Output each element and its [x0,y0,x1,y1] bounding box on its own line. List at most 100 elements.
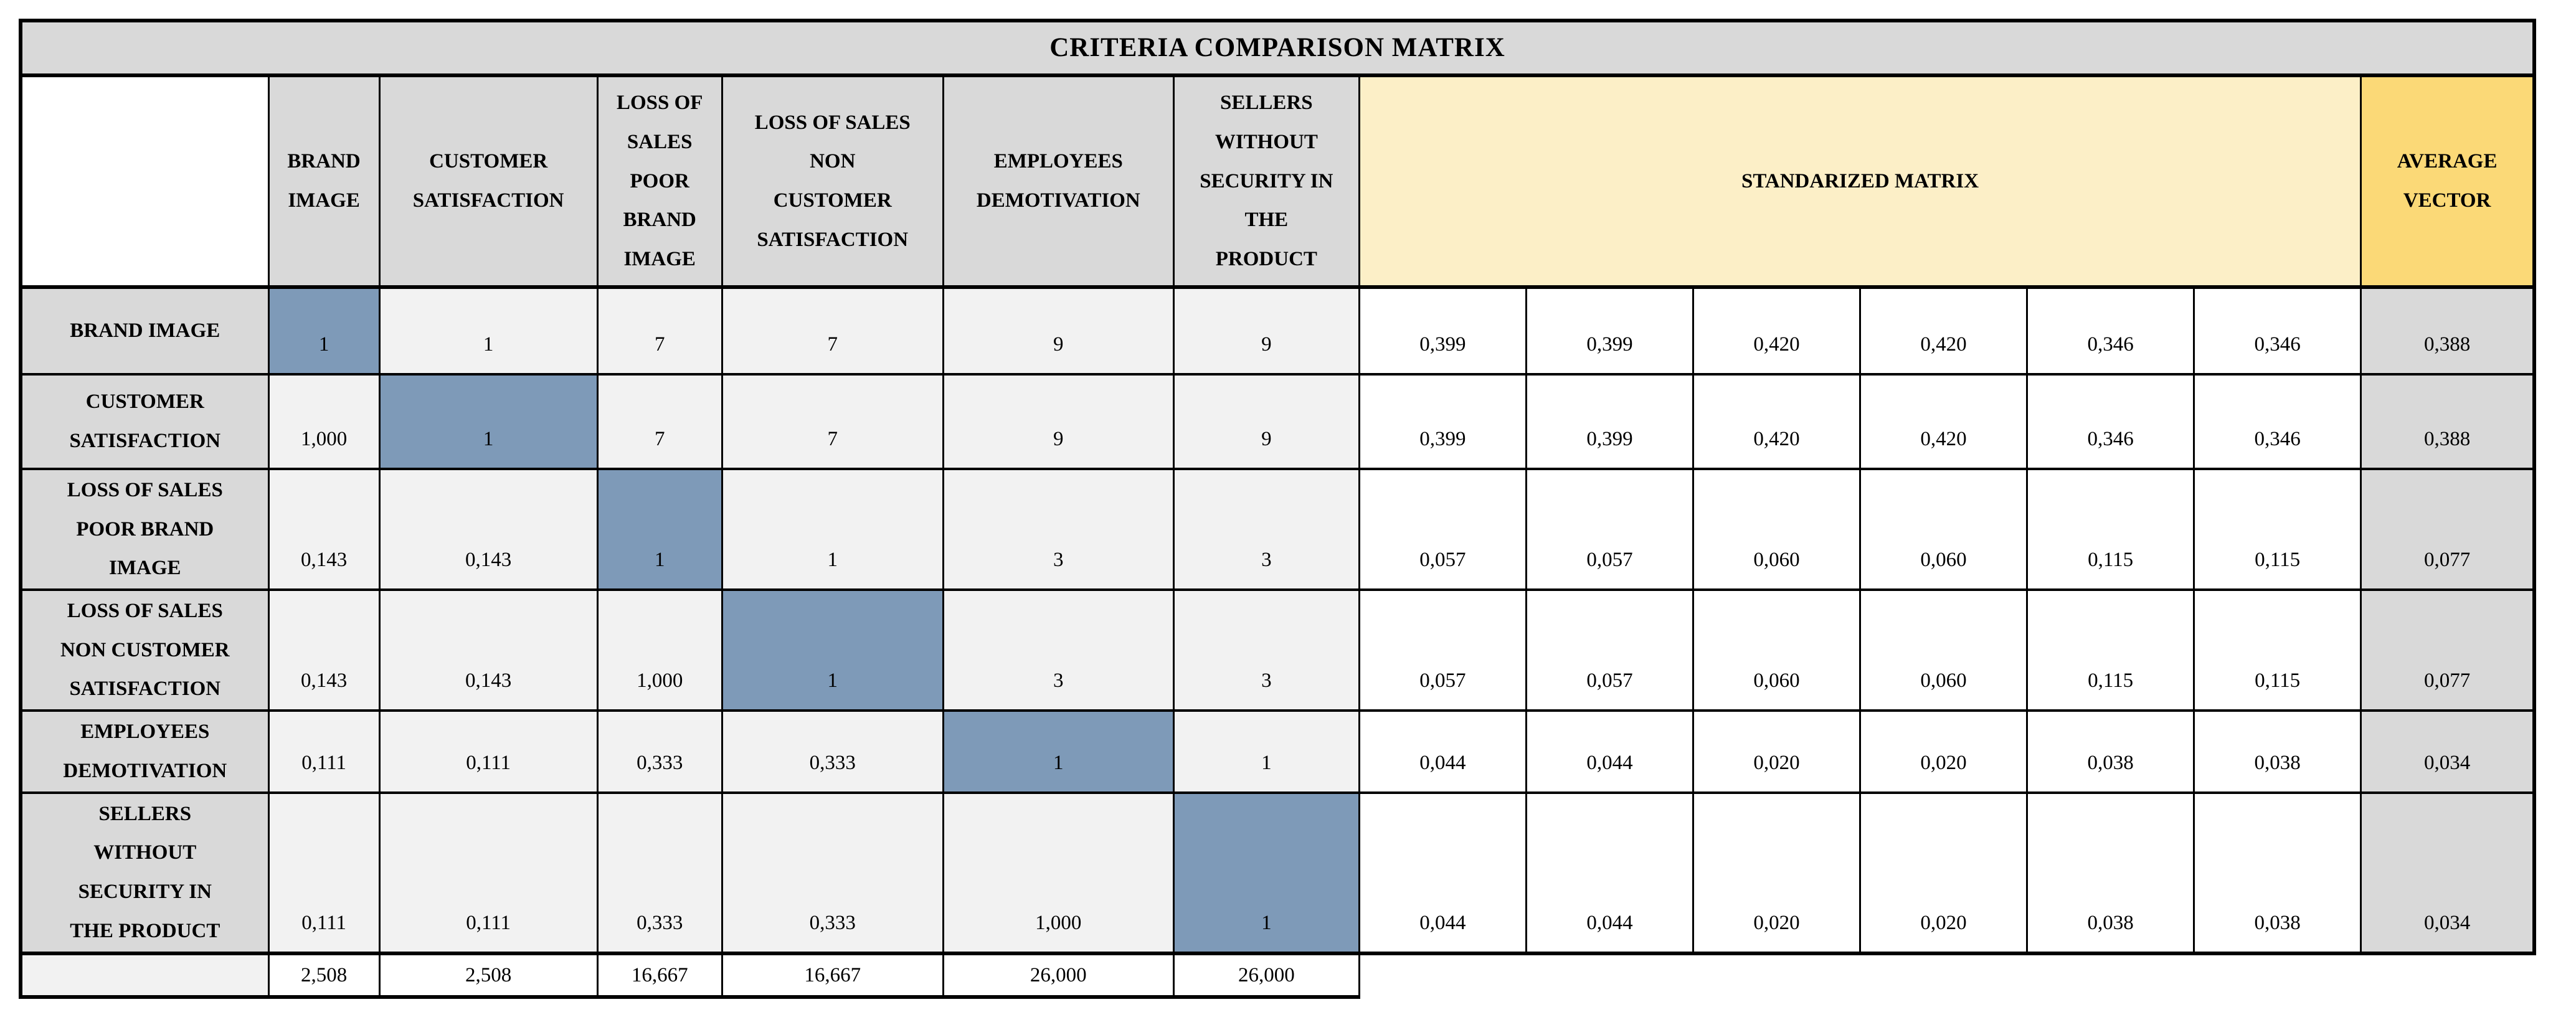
standardized-cell: 0,420 [1859,373,2029,470]
matrix-cell: 1,000 [596,588,723,712]
row-label: LOSS OF SALES NON CUSTOMER SATISFACTION [18,588,270,712]
matrix-cell-diagonal: 1 [267,286,381,376]
matrix-cell: 0,111 [378,791,599,955]
column-header-sellers-without-security: SELLERS WITHOUT SECURITY IN THE PRODUCT [1172,74,1360,289]
standardized-cell: 0,044 [1525,709,1694,794]
standardized-cell: 0,115 [2026,467,2195,592]
matrix-cell: 7 [596,286,723,376]
matrix-cell: 9 [942,286,1175,376]
matrix-cell: 3 [942,588,1175,712]
column-header-loss-of-sales-non-customer-satisfaction: LOSS OF SALES NON CUSTOMER SATISFACTION [721,74,944,289]
table-row-loss-of-sales-non-customer-satisfaction: LOSS OF SALES NON CUSTOMER SATISFACTION … [18,588,2537,712]
standardized-cell: 0,020 [1692,791,1862,955]
header-row: BRAND IMAGE CUSTOMER SATISFACTION LOSS O… [18,74,2537,289]
column-sum-cell: 2,508 [267,951,381,999]
column-sum-cell: 2,508 [378,951,599,999]
matrix-cell: 7 [721,373,944,470]
standardized-cell: 0,020 [1859,709,2029,794]
column-sum-row: 2,508 2,508 16,667 16,667 26,000 26,000 [18,951,2534,999]
criteria-comparison-matrix-table: CRITERIA COMPARISON MATRIX BRAND IMAGE C… [18,19,2537,999]
matrix-cell: 7 [596,373,723,470]
standardized-cell: 0,057 [1525,588,1694,712]
standardized-cell: 0,038 [2193,709,2362,794]
table-row-customer-satisfaction: CUSTOMER SATISFACTION 1,000 1 7 7 9 9 0,… [18,373,2537,470]
standardized-cell: 0,115 [2193,467,2362,592]
matrix-cell: 9 [1172,373,1360,470]
table-row-employees-demotivation: EMPLOYEES DEMOTIVATION 0,111 0,111 0,333… [18,709,2537,794]
matrix-cell-diagonal: 1 [942,709,1175,794]
standardized-cell: 0,420 [1859,286,2029,376]
average-vector-header: AVERAGE VECTOR [2360,74,2537,289]
matrix-cell: 0,333 [721,709,944,794]
standardized-cell: 0,399 [1525,373,1694,470]
standardized-cell: 0,115 [2193,588,2362,712]
column-sum-cell: 16,667 [721,951,944,999]
standardized-cell: 0,420 [1692,286,1862,376]
standardized-cell: 0,060 [1692,588,1862,712]
page-title: CRITERIA COMPARISON MATRIX [19,19,2536,77]
matrix-cell-diagonal: 1 [596,467,723,592]
table-row-loss-of-sales-poor-brand-image: LOSS OF SALES POOR BRAND IMAGE 0,143 0,1… [18,467,2537,592]
column-sum-cell: 16,667 [596,951,723,999]
title-row: CRITERIA COMPARISON MATRIX [19,19,2536,77]
standardized-cell: 0,060 [1859,588,2029,712]
average-vector-cell: 0,077 [2360,467,2537,592]
matrix-cell: 9 [1172,286,1360,376]
sum-row-blank-cell [18,951,270,999]
row-label: BRAND IMAGE [18,286,270,376]
standardized-cell: 0,346 [2193,373,2362,470]
column-header-brand-image: BRAND IMAGE [267,74,381,289]
corner-blank-cell [18,74,270,289]
matrix-cell: 9 [942,373,1175,470]
standardized-cell: 0,060 [1859,467,2029,592]
average-vector-cell: 0,034 [2360,709,2537,794]
standardized-cell: 0,038 [2026,709,2195,794]
matrix-cell: 7 [721,286,944,376]
standardized-cell: 0,399 [1358,286,1527,376]
table-row-brand-image: BRAND IMAGE 1 1 7 7 9 9 0,399 0,399 0,42… [18,286,2537,376]
standardized-cell: 0,044 [1358,709,1527,794]
average-vector-cell: 0,388 [2360,286,2537,376]
standardized-cell: 0,399 [1358,373,1527,470]
average-vector-cell: 0,388 [2360,373,2537,470]
standardized-cell: 0,057 [1525,467,1694,592]
matrix-cell: 1 [721,467,944,592]
row-label: CUSTOMER SATISFACTION [18,373,270,470]
column-header-employees-demotivation: EMPLOYEES DEMOTIVATION [942,74,1175,289]
matrix-cell: 0,111 [267,791,381,955]
standardized-cell: 0,060 [1692,467,1862,592]
column-sum-cell: 26,000 [1172,951,1360,999]
table-row-sellers-without-security: SELLERS WITHOUT SECURITY IN THE PRODUCT … [18,791,2537,955]
standardized-cell: 0,346 [2026,286,2195,376]
matrix-cell: 0,111 [267,709,381,794]
matrix-cell: 0,333 [721,791,944,955]
matrix-cell: 0,143 [378,467,599,592]
matrix-cell: 3 [1172,588,1360,712]
column-sum-cell: 26,000 [942,951,1175,999]
matrix-cell: 0,333 [596,709,723,794]
standardized-matrix-header: STANDARIZED MATRIX [1358,74,2362,289]
standardized-cell: 0,038 [2193,791,2362,955]
empty-area-below-standardized-matrix [1359,953,2534,998]
standardized-cell: 0,020 [1692,709,1862,794]
matrix-cell: 1,000 [942,791,1175,955]
column-header-customer-satisfaction: CUSTOMER SATISFACTION [378,74,599,289]
standardized-cell: 0,038 [2026,791,2195,955]
matrix-cell-diagonal: 1 [378,373,599,470]
standardized-cell: 0,346 [2193,286,2362,376]
matrix-cell: 0,143 [378,588,599,712]
matrix-cell: 3 [1172,467,1360,592]
standardized-cell: 0,115 [2026,588,2195,712]
column-header-loss-of-sales-poor-brand-image: LOSS OF SALES POOR BRAND IMAGE [596,74,723,289]
matrix-cell: 1,000 [267,373,381,470]
standardized-cell: 0,044 [1358,791,1527,955]
matrix-cell: 0,143 [267,467,381,592]
matrix-cell: 3 [942,467,1175,592]
matrix-cell-diagonal: 1 [1172,791,1360,955]
matrix-cell: 0,111 [378,709,599,794]
matrix-cell-diagonal: 1 [721,588,944,712]
matrix-cell: 0,333 [596,791,723,955]
row-label: EMPLOYEES DEMOTIVATION [18,709,270,794]
standardized-cell: 0,399 [1525,286,1694,376]
average-vector-cell: 0,077 [2360,588,2537,712]
